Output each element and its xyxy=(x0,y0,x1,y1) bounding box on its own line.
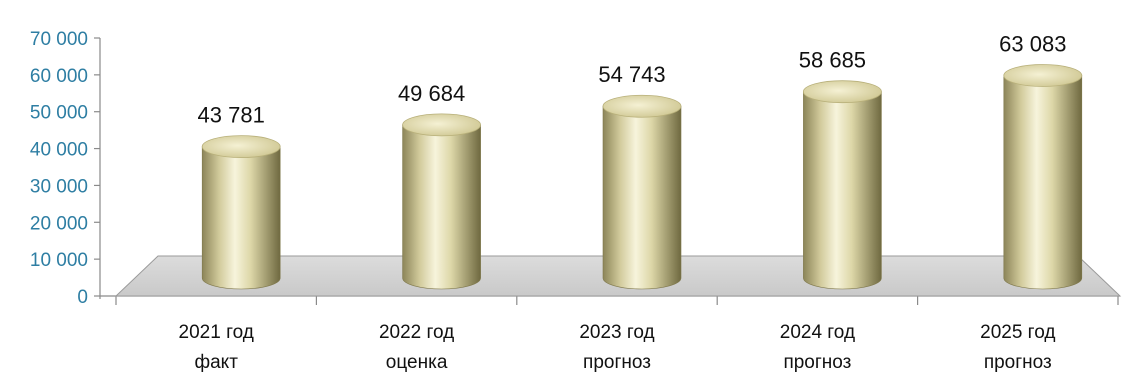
y-tick-label: 50 000 xyxy=(30,103,88,124)
x-tick-label: 2024 год xyxy=(780,322,855,343)
data-label: 43 781 xyxy=(198,103,265,128)
y-tick-label: 10 000 xyxy=(30,250,88,271)
bar-top-cap xyxy=(602,94,682,118)
bar-cylinder xyxy=(803,80,882,290)
data-label: 58 685 xyxy=(799,48,866,73)
x-tick-label-sub: оценка xyxy=(386,352,448,373)
y-tick-label: 40 000 xyxy=(30,140,88,161)
bar-body xyxy=(402,124,481,290)
x-tick-label-sub: факт xyxy=(194,352,238,373)
bar-cylinder xyxy=(1003,64,1083,290)
bar-body xyxy=(1003,75,1083,290)
x-tick-label: 2022 год xyxy=(379,322,454,343)
bar-top-cap xyxy=(402,113,482,137)
bar-top-cap xyxy=(803,80,882,104)
bar-cylinder xyxy=(602,94,682,290)
bar-top-cap xyxy=(1003,64,1083,87)
x-tick-label: 2021 год xyxy=(179,322,254,343)
x-tick-label-sub: прогноз xyxy=(583,352,651,373)
data-label: 63 083 xyxy=(999,31,1066,56)
x-tick-label: 2023 год xyxy=(579,322,654,343)
y-tick-label: 20 000 xyxy=(30,213,88,234)
y-tick-label: 70 000 xyxy=(30,29,88,50)
bars-layer xyxy=(201,64,1083,290)
y-tick-label: 30 000 xyxy=(30,176,88,197)
bar-body xyxy=(803,91,882,290)
bar-cylinder xyxy=(402,113,482,290)
x-tick-label: 2025 год xyxy=(980,322,1055,343)
x-tick-label-sub: прогноз xyxy=(783,352,851,373)
bar-body xyxy=(602,105,682,290)
bar-top-cap xyxy=(201,135,281,159)
y-tick-label: 60 000 xyxy=(30,66,88,87)
bar-body xyxy=(201,146,281,290)
labels-layer: 43 781 2021 год факт 49 684 2022 год оценка 54… xyxy=(179,31,1067,373)
data-label: 54 743 xyxy=(598,62,665,87)
data-label: 49 684 xyxy=(398,81,465,106)
bar-cylinder xyxy=(201,135,281,290)
y-tick-label: 0 xyxy=(77,287,88,308)
x-tick-label-sub: прогноз xyxy=(984,352,1052,373)
